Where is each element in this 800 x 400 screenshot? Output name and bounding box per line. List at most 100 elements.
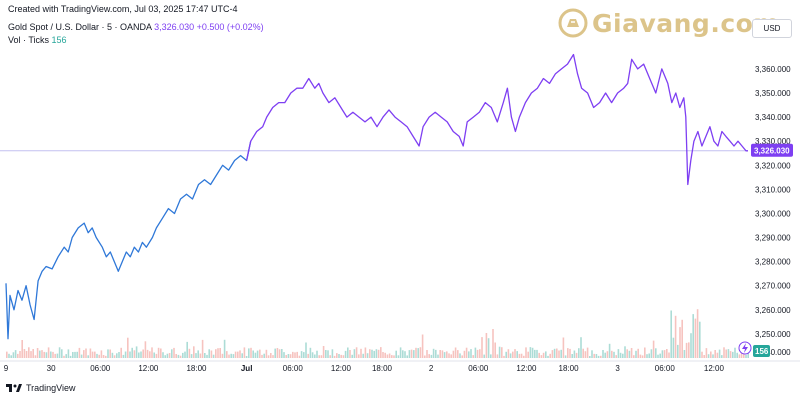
volume-bar xyxy=(314,354,316,358)
volume-bar xyxy=(120,347,122,358)
volume-bar xyxy=(732,351,734,358)
volume-bar xyxy=(520,353,523,358)
volume-bar xyxy=(210,350,213,358)
volume-badge-label: 156 xyxy=(755,347,769,356)
volume-bar xyxy=(347,347,349,358)
volume-bar xyxy=(338,354,340,358)
volume-bar xyxy=(481,337,483,358)
volume-bar xyxy=(168,353,171,358)
volume-bar xyxy=(692,314,694,358)
volume-bar xyxy=(25,351,28,358)
volume-bar xyxy=(485,333,488,358)
logo-text: Giavang.com xyxy=(592,8,780,38)
volume-bar xyxy=(241,353,243,358)
volume-bar xyxy=(593,353,595,358)
volume-bar xyxy=(584,351,587,358)
volume-bar xyxy=(265,349,268,358)
volume-bar xyxy=(182,352,184,358)
volume-bar xyxy=(399,347,402,358)
volume-bar xyxy=(283,352,285,358)
volume-bar xyxy=(580,337,582,358)
volume-bar xyxy=(237,351,239,358)
volume-bar xyxy=(435,349,437,358)
volume-bar xyxy=(419,347,422,358)
volume-bar xyxy=(232,354,235,358)
volume-bars xyxy=(6,309,749,358)
volume-badge xyxy=(753,345,770,357)
volume-bar xyxy=(747,350,749,358)
volume-bar xyxy=(199,353,202,358)
volume-bar xyxy=(193,346,195,358)
volume-bar xyxy=(188,348,191,358)
volume-bar xyxy=(69,355,72,358)
volume-bar xyxy=(450,354,452,358)
volume-bar xyxy=(248,348,250,358)
volume-bar xyxy=(470,349,472,358)
volume-bar xyxy=(705,348,708,358)
volume-bar xyxy=(465,347,468,358)
volume-bar xyxy=(364,347,367,358)
volume-bar xyxy=(690,333,692,358)
volume-bar xyxy=(129,351,131,358)
volume-bar xyxy=(74,351,76,358)
volume-bar xyxy=(325,350,327,358)
price-tick-label: 3,340.000 xyxy=(755,113,791,122)
volume-bar xyxy=(415,347,417,358)
volume-bar xyxy=(525,347,527,358)
last-price-label: 3,326.030 xyxy=(754,147,790,156)
volume-bar xyxy=(597,355,600,358)
volume-bar xyxy=(50,351,52,358)
volume-bar xyxy=(360,348,362,358)
volume-bar xyxy=(483,354,485,358)
volume-bar xyxy=(591,350,593,358)
volume-bar xyxy=(87,355,89,358)
symbol-legend[interactable]: Gold Spot / U.S. Dollar · 5 · OANDA 3,32… xyxy=(8,22,264,32)
volume-bar xyxy=(663,350,666,358)
volume-bar xyxy=(65,354,67,358)
volume-bar xyxy=(648,353,650,358)
volume-bar xyxy=(476,349,479,358)
volume-bar xyxy=(105,355,107,358)
volume-bar xyxy=(362,353,364,358)
volume-bar xyxy=(173,347,175,358)
volume-bar xyxy=(718,349,721,358)
volume-bar xyxy=(58,347,61,358)
volume-bar xyxy=(560,349,562,358)
currency-button[interactable]: USD xyxy=(752,19,792,38)
volume-bar xyxy=(553,348,556,358)
volume-bar xyxy=(696,309,699,358)
volume-bar xyxy=(644,347,646,358)
volume-bar xyxy=(573,350,576,358)
volume-bar xyxy=(626,349,628,358)
price-tick-label: 3,330.000 xyxy=(755,137,791,146)
volume-bar xyxy=(457,350,459,358)
volume-bar xyxy=(303,352,305,358)
volume-bar xyxy=(36,348,39,358)
volume-bar xyxy=(272,355,274,358)
volume-bar xyxy=(342,355,345,358)
volume-bar xyxy=(298,355,301,358)
volume-bar xyxy=(122,354,125,358)
volume-bar xyxy=(30,351,32,358)
volume-bar xyxy=(270,353,272,358)
volume-bar xyxy=(432,348,435,358)
volume-bar xyxy=(745,354,747,358)
volume-bar xyxy=(397,355,400,358)
volume-bar xyxy=(234,351,237,358)
volume-bar xyxy=(309,347,312,358)
volume-bar xyxy=(228,354,230,358)
volume-legend[interactable]: Vol · Ticks 156 xyxy=(8,35,67,45)
volume-bar xyxy=(261,354,263,358)
price-tick-label: 3,300.000 xyxy=(755,209,791,218)
volume-bar xyxy=(56,353,59,358)
volume-bar xyxy=(714,350,716,358)
volume-bar xyxy=(613,351,615,358)
volume-bar xyxy=(703,355,705,358)
volume-bar xyxy=(479,349,481,358)
volume-bar xyxy=(140,351,142,358)
volume-bar xyxy=(377,349,380,358)
volume-bar xyxy=(410,349,413,358)
volume-bar xyxy=(89,348,92,358)
volume-bar xyxy=(459,353,461,358)
